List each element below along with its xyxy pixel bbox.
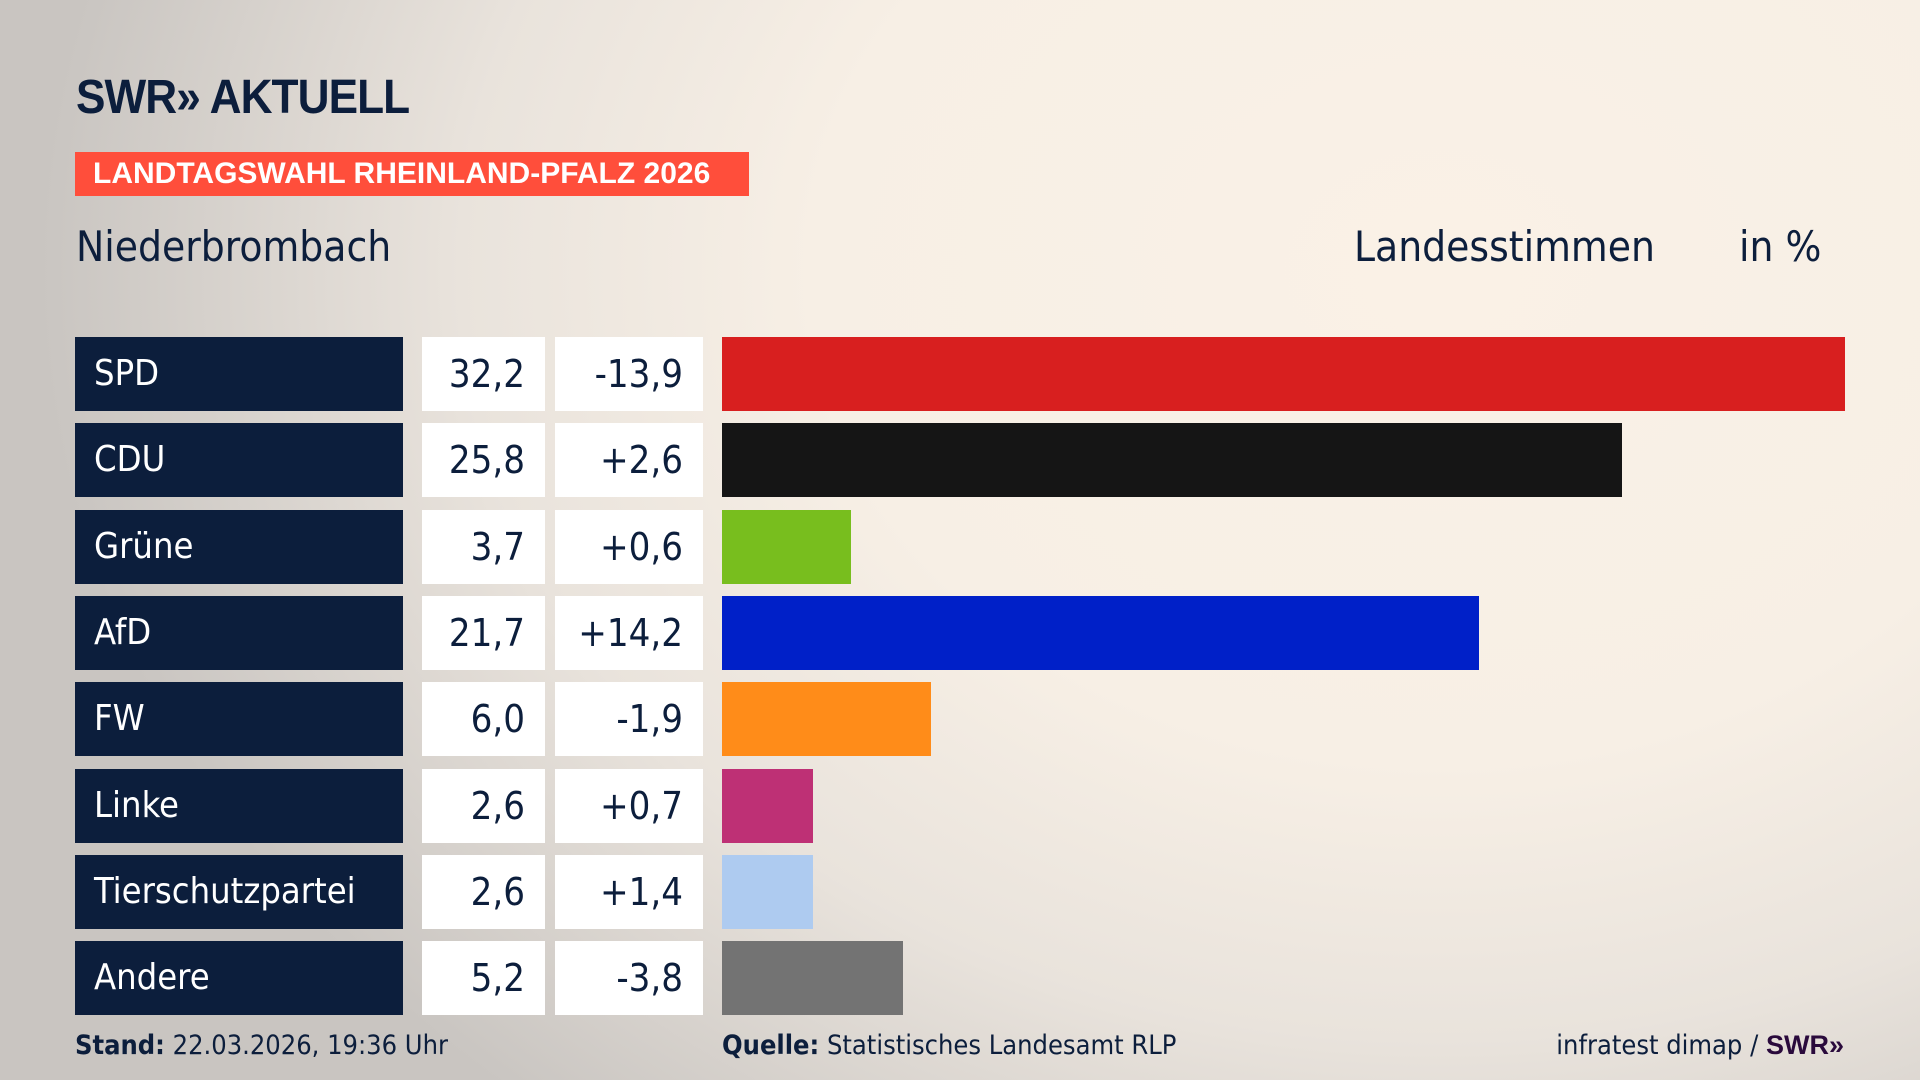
party-label: Grüne — [75, 509, 403, 584]
bar-tierschutzpartei — [722, 854, 813, 929]
source-value: Statistisches Landesamt RLP — [826, 1030, 1177, 1061]
diff-label: -3,8 — [555, 941, 703, 1016]
diff-label: +14,2 — [555, 595, 703, 670]
value-label: 25,8 — [422, 423, 545, 498]
swr-logo: SWR» — [1765, 1030, 1844, 1060]
party-row: Andere 5,2 -3,8 — [0, 941, 1920, 1016]
party-row: AfD 21,7 +14,2 — [0, 595, 1920, 670]
bar-grüne — [722, 509, 852, 584]
party-row: Tierschutzpartei 2,6 +1,4 — [0, 854, 1920, 929]
diff-label: -1,9 — [555, 682, 703, 757]
party-row: FW 6,0 -1,9 — [0, 682, 1920, 757]
value-label: 5,2 — [422, 941, 545, 1016]
value-label: 6,0 — [422, 682, 545, 757]
diff-label: +2,6 — [555, 423, 703, 498]
value-label: 2,6 — [422, 854, 545, 929]
diff-label: +0,6 — [555, 509, 703, 584]
party-label: FW — [75, 682, 403, 757]
party-label: Linke — [75, 768, 403, 843]
unit-label: in % — [1739, 222, 1822, 271]
bar-linke — [722, 768, 813, 843]
bar-cdu — [722, 423, 1622, 498]
measure-label: Landesstimmen — [1354, 222, 1655, 271]
bar-andere — [722, 941, 904, 1016]
party-label: Tierschutzpartei — [75, 854, 403, 929]
source-info: Quelle: Statistisches Landesamt RLP — [722, 1030, 1176, 1061]
party-label: CDU — [75, 423, 403, 498]
stand-label: Stand: — [75, 1030, 165, 1061]
diff-label: -13,9 — [555, 337, 703, 411]
swr-aktuell-logo: SWR» AKTUELL — [76, 71, 410, 124]
party-row: SPD 32,2 -13,9 — [0, 337, 1920, 411]
source-label: Quelle: — [722, 1030, 820, 1061]
bar-afd — [722, 595, 1479, 670]
election-banner: LANDTAGSWAHL RHEINLAND-PFALZ 2026 — [75, 152, 749, 196]
party-label: SPD — [75, 337, 403, 411]
value-label: 32,2 — [422, 337, 545, 411]
value-label: 2,6 — [422, 768, 545, 843]
party-row: Grüne 3,7 +0,6 — [0, 509, 1920, 584]
stand-value: 22.03.2026, 19:36 Uhr — [172, 1030, 448, 1061]
diff-label: +1,4 — [555, 854, 703, 929]
credit-info: infratest dimap / SWR» — [1556, 1030, 1844, 1061]
bar-fw — [722, 682, 932, 757]
value-label: 3,7 — [422, 509, 545, 584]
party-label: AfD — [75, 595, 403, 670]
diff-label: +0,7 — [555, 768, 703, 843]
stand-info: Stand: 22.03.2026, 19:36 Uhr — [75, 1030, 448, 1061]
party-row: CDU 25,8 +2,6 — [0, 423, 1920, 498]
party-label: Andere — [75, 941, 403, 1016]
value-label: 21,7 — [422, 595, 545, 670]
credit-text: infratest dimap / — [1556, 1030, 1759, 1061]
bar-spd — [722, 337, 1845, 411]
place-title: Niederbrombach — [76, 222, 392, 271]
party-row: Linke 2,6 +0,7 — [0, 768, 1920, 843]
